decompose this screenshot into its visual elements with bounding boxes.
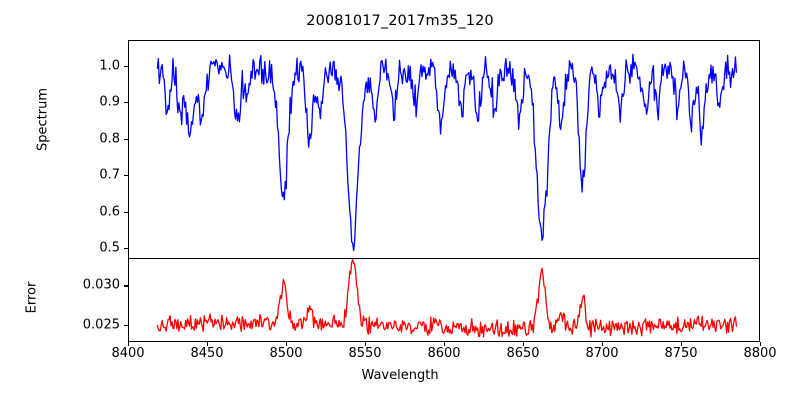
spectrum-ytick-mark <box>124 211 128 213</box>
spectrum-ytick-mark <box>124 175 128 177</box>
spectrum-ytick-label: 0.5 <box>99 240 120 256</box>
error-plot-panel <box>128 258 760 342</box>
spectrum-ytick-label: 0.6 <box>99 204 120 220</box>
spectrum-plot-panel <box>128 40 760 259</box>
error-series <box>129 259 759 341</box>
wavelength-xtick-label: 8600 <box>427 346 461 361</box>
wavelength-xtick-mark <box>207 342 209 346</box>
wavelength-xtick-mark <box>444 342 446 346</box>
wavelength-axis-label: Wavelength <box>361 368 439 383</box>
wavelength-xtick-mark <box>523 342 525 346</box>
wavelength-xtick-label: 8650 <box>506 346 540 361</box>
spectrum-ytick-mark <box>124 65 128 67</box>
error-ytick-label: 0.025 <box>82 317 120 333</box>
spectrum-axis-label: Spectrum <box>35 88 51 151</box>
wavelength-xtick-mark <box>128 342 130 346</box>
spectrum-ytick-label: 0.9 <box>99 94 120 110</box>
wavelength-xtick-label: 8500 <box>269 346 303 361</box>
spectrum-ytick-mark <box>124 102 128 104</box>
error-ytick-mark <box>124 285 128 287</box>
page-title: 20081017_2017m35_120 <box>306 13 494 29</box>
error-ytick-label: 0.030 <box>82 277 120 293</box>
wavelength-xtick-label: 8400 <box>111 346 145 361</box>
error-ytick-mark <box>124 324 128 326</box>
wavelength-xtick-mark <box>760 342 762 346</box>
spectrum-ytick-mark <box>124 248 128 250</box>
wavelength-xtick-label: 8800 <box>743 346 777 361</box>
wavelength-xtick-label: 8550 <box>348 346 382 361</box>
wavelength-xtick-mark <box>602 342 604 346</box>
wavelength-xtick-label: 8450 <box>190 346 224 361</box>
spectrum-ytick-label: 0.8 <box>99 131 120 147</box>
wavelength-xtick-label: 8750 <box>664 346 698 361</box>
wavelength-xtick-mark <box>681 342 683 346</box>
spectrum-series <box>129 41 759 258</box>
error-axis-label: Error <box>24 281 40 314</box>
wavelength-xtick-mark <box>365 342 367 346</box>
spectrum-ytick-label: 0.7 <box>99 167 120 183</box>
spectrum-ytick-mark <box>124 138 128 140</box>
wavelength-xtick-mark <box>286 342 288 346</box>
wavelength-xtick-label: 8700 <box>585 346 619 361</box>
spectrum-ytick-label: 1.0 <box>99 58 120 74</box>
